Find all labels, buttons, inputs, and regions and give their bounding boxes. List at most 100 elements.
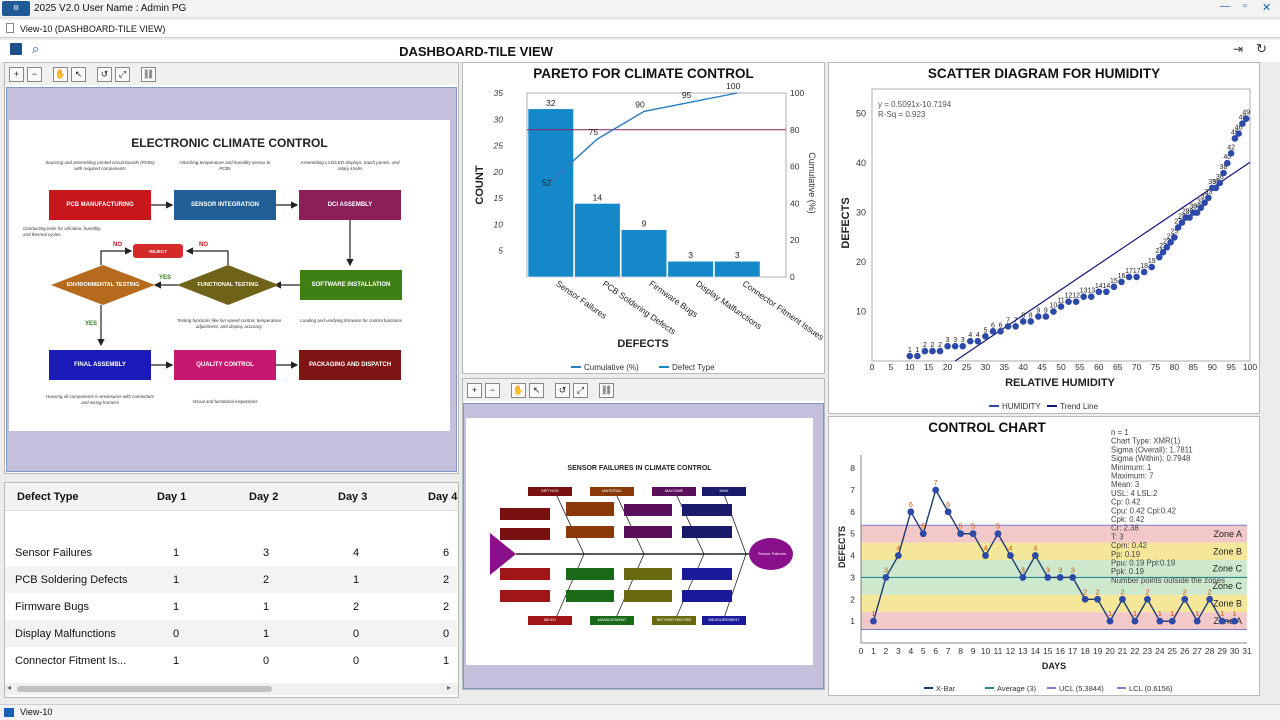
col-header-day1[interactable]: Day 1 xyxy=(157,491,187,503)
table-row[interactable]: PCB Soldering Defects 1 2 1 2 xyxy=(5,566,457,593)
table-row[interactable]: Display Malfunctions 0 1 0 0 xyxy=(5,620,457,647)
y2-tick-label: 40 xyxy=(790,198,800,208)
zoom-in-icon[interactable]: + xyxy=(467,382,482,398)
stat-line: Pp: 0.19 xyxy=(1111,550,1140,559)
pan-hand-icon[interactable]: ✋ xyxy=(511,382,526,398)
refresh-icon[interactable]: ↻ xyxy=(1256,41,1267,56)
point-label: 1 xyxy=(915,347,919,354)
y-tick-label: 1 xyxy=(850,616,855,626)
table-row[interactable]: Sensor Failures 1 3 4 6 xyxy=(5,539,457,566)
fishbone-cat-mileu: MILEU xyxy=(528,616,572,625)
control-point xyxy=(919,530,927,538)
status-view-label[interactable]: View-10 xyxy=(20,707,53,717)
flowchart-canvas: ELECTRONIC CLIMATE CONTROL PCB MANUFACTU… xyxy=(6,87,457,472)
x-tick-label: 40 xyxy=(1018,362,1028,372)
stat-line: Cr: 2.38 xyxy=(1111,524,1139,533)
control-point xyxy=(1231,617,1238,625)
y-tick-label: 3 xyxy=(850,572,855,582)
minimize-button[interactable]: — xyxy=(1220,1,1230,12)
link-icon[interactable]: ⛓ xyxy=(141,66,156,82)
table-row[interactable]: Firmware Bugs 1 1 2 2 xyxy=(5,593,457,620)
x-tick-label: 2 xyxy=(884,646,889,656)
control-point xyxy=(1069,574,1077,581)
x-tick-label: 45 xyxy=(1037,362,1047,372)
maximize-button[interactable]: ▫ xyxy=(1243,0,1247,12)
cell-day3: 1 xyxy=(353,573,360,586)
export-icon[interactable]: ⇥ xyxy=(1233,42,1244,56)
fit-screen-icon[interactable]: ⤢ xyxy=(573,382,588,398)
pareto-bar xyxy=(527,108,574,278)
fit-screen-icon[interactable]: ⤢ xyxy=(115,66,130,82)
scrollbar-thumb[interactable] xyxy=(17,686,272,692)
point-label: 18 xyxy=(1140,263,1148,270)
y-tick-label: 15 xyxy=(494,193,504,203)
rotate-icon[interactable]: ↺ xyxy=(97,66,112,82)
search-icon[interactable]: ⌕ xyxy=(32,41,40,56)
col-header-day2[interactable]: Day 2 xyxy=(249,491,279,503)
point-label: 11 xyxy=(1057,298,1064,305)
pan-hand-icon[interactable]: ✋ xyxy=(53,66,68,82)
control-point xyxy=(1094,595,1101,603)
fishbone-cause xyxy=(682,504,732,516)
point-label: 3 xyxy=(1046,565,1050,574)
col-header-day4[interactable]: Day 4 xyxy=(428,491,458,503)
y-axis-label: DEFECTS xyxy=(837,526,847,568)
x-tick-label: 14 xyxy=(1031,646,1041,656)
scroll-right-arrow[interactable]: ▸ xyxy=(447,683,452,692)
point-label: 40 xyxy=(1223,154,1231,161)
scroll-left-arrow[interactable]: ◂ xyxy=(7,683,12,692)
close-button[interactable]: ✕ xyxy=(1262,2,1272,14)
point-label: 12 xyxy=(1065,293,1073,300)
zone-band xyxy=(861,525,1247,543)
rotate-icon[interactable]: ↺ xyxy=(555,382,570,398)
scatter-point xyxy=(1133,273,1140,281)
point-label: 2 xyxy=(1183,587,1187,596)
x-tick-label: 25 xyxy=(1168,646,1178,656)
link-icon[interactable]: ⛓ xyxy=(599,382,614,398)
point-label: 32 xyxy=(1201,194,1209,201)
stat-line: USL: 4 LSL:2 xyxy=(1111,489,1157,498)
point-label: 5 xyxy=(983,327,987,334)
point-label: 31 xyxy=(1197,199,1205,206)
fishbone-cat-management: MANAGEMENT xyxy=(590,616,634,625)
point-label: 2 xyxy=(938,342,942,349)
scatter-point xyxy=(1220,169,1227,177)
x-tick-label: 11 xyxy=(994,646,1003,656)
col-header-defect-type[interactable]: Defect Type xyxy=(17,491,79,503)
x-axis-label: RELATIVE HUMIDITY xyxy=(1005,377,1115,389)
point-label: 28 xyxy=(1178,214,1186,221)
cell-day2: 3 xyxy=(263,546,270,559)
scatter-point xyxy=(906,352,914,360)
fishbone-cat-method: METHOD xyxy=(528,487,572,496)
legend-label: Defect Type xyxy=(672,363,715,372)
point-label: 10 xyxy=(1050,303,1058,310)
zoom-out-icon[interactable]: − xyxy=(485,382,500,398)
point-label: 3 xyxy=(1071,565,1075,574)
flow-note-sensor: Attaching temperature and humidity senso… xyxy=(179,160,271,171)
horizontal-scrollbar[interactable]: ◂ ▸ xyxy=(5,683,458,695)
pointer-icon[interactable]: ↖ xyxy=(529,382,544,398)
flow-note-dci: Assembling LCD/LED displays, touch panel… xyxy=(300,160,400,171)
save-icon[interactable] xyxy=(10,43,22,55)
trend-rsq: R-Sq = 0.923 xyxy=(878,110,926,119)
zoom-in-icon[interactable]: + xyxy=(9,66,24,82)
x-tick-label: 29 xyxy=(1217,646,1227,656)
legend-label: X-Bar xyxy=(936,684,956,693)
scatter-point xyxy=(1050,308,1057,315)
zoom-out-icon[interactable]: − xyxy=(27,66,42,82)
scatter-point xyxy=(1224,159,1231,167)
view-tab[interactable]: View-10 (DASHBOARD-TILE VIEW) xyxy=(0,20,1280,38)
cell-day4: 2 xyxy=(443,573,450,586)
pointer-icon[interactable]: ↖ xyxy=(71,66,86,82)
control-point xyxy=(1007,552,1014,559)
point-label: 2 xyxy=(1208,587,1212,596)
x-tick-label: 24 xyxy=(1155,646,1165,656)
y2-tick-label: 60 xyxy=(790,162,800,172)
table-row[interactable]: Connector Fitment Is... 1 0 0 1 xyxy=(5,647,457,674)
control-point xyxy=(882,574,890,581)
scatter-point xyxy=(1057,303,1065,310)
col-header-day3[interactable]: Day 3 xyxy=(338,491,368,503)
status-view-icon xyxy=(4,708,14,717)
scatter-title: SCATTER DIAGRAM FOR HUMIDITY xyxy=(927,66,1161,81)
zone-label: Zone B xyxy=(1213,598,1242,608)
